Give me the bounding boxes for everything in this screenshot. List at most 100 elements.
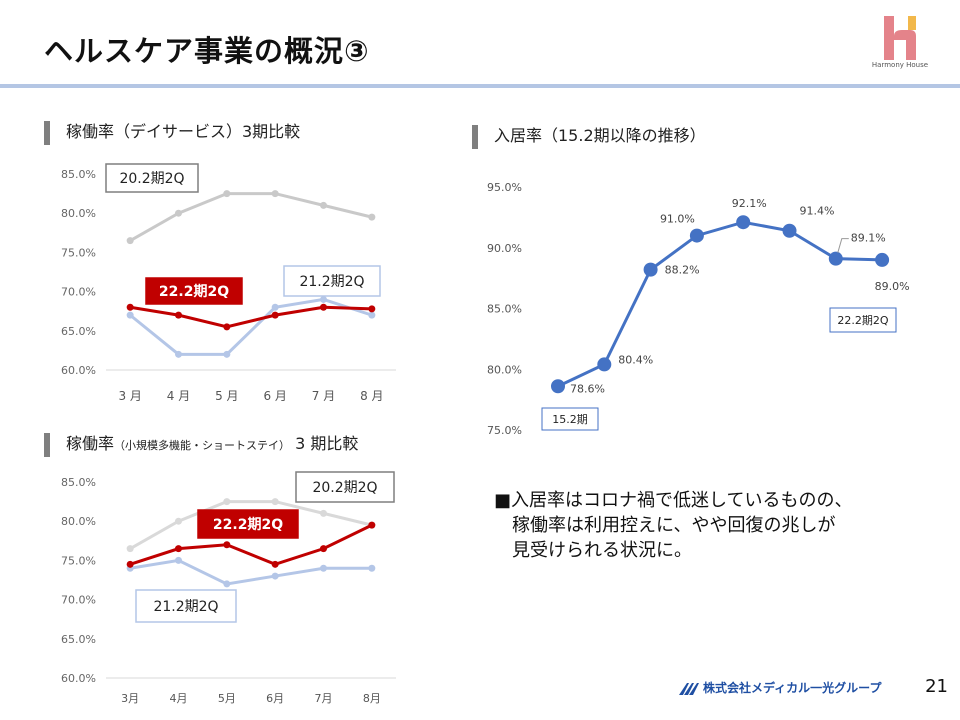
data-point (736, 215, 751, 230)
data-point (320, 295, 327, 303)
data-point (271, 498, 279, 506)
series-line (557, 220, 883, 388)
data-point (175, 545, 182, 553)
day-service-occupancy-chart: 85.0% 80.0% 75.0% 70.0% 65.0% 60.0% 3 月 4 月 5 月 6… (61, 163, 396, 403)
data-label-leader (837, 238, 849, 253)
x-tick-label: 8 月 (360, 389, 383, 403)
y-tick-label: 60.0% (61, 672, 96, 685)
y-tick-label: 75.0% (61, 246, 96, 259)
data-point (320, 303, 327, 311)
y-tick-label: 65.0% (61, 325, 96, 338)
x-tick-label: 6月 (266, 692, 284, 705)
logo-text: Harmony House (871, 61, 929, 69)
bullet-marker: ■ (494, 490, 512, 511)
data-point (223, 541, 231, 549)
data-point (368, 213, 376, 221)
chart1-section-title: 稼働率（デイサービス）3期比較 (44, 118, 300, 145)
data-label: 88.2% (665, 264, 700, 277)
data-point (368, 311, 376, 319)
data-label: 78.6% (570, 382, 605, 395)
chart3-title: 入居率（15.2期以降の推移） (494, 126, 706, 145)
series-line (129, 500, 373, 550)
series-line (129, 192, 373, 242)
data-label: 91.4% (800, 205, 835, 218)
series-label: 22.2期2Q (213, 517, 283, 533)
series-line (129, 305, 372, 329)
callout-label: 15.2期 (552, 413, 588, 426)
summary-line-3: 見受けられる状況に。 (512, 540, 692, 561)
y-tick-label: 65.0% (61, 633, 96, 646)
data-point (368, 564, 376, 572)
data-point (175, 517, 182, 525)
data-point (643, 262, 658, 277)
series-label-box (283, 265, 381, 297)
y-tick-label: 75.0% (487, 424, 522, 437)
data-point (175, 311, 182, 319)
data-point (782, 223, 797, 238)
data-point (271, 560, 279, 568)
data-point (368, 305, 376, 313)
summary-line-1: 入居率はコロナ禍で低迷しているものの、 (511, 490, 853, 511)
series-label-box (197, 509, 299, 539)
callout-box (541, 407, 599, 431)
data-point (320, 201, 327, 209)
y-tick-label: 85.0% (487, 303, 522, 316)
y-tick-label: 75.0% (61, 554, 96, 567)
small-multifunction-occupancy-chart: 85.0% 80.0% 75.0% 70.0% 65.0% 60.0% 3月 4月 5月 6月 7月… (61, 471, 396, 705)
x-tick-label: 4 月 (167, 389, 190, 403)
data-point (126, 545, 134, 553)
data-point (551, 379, 565, 394)
data-point (271, 190, 279, 198)
data-point (175, 209, 182, 217)
data-point (271, 303, 279, 311)
series-label-box (145, 277, 243, 305)
series-label-box (135, 589, 237, 623)
data-point (126, 311, 134, 319)
series-label-box (295, 471, 395, 503)
data-point (223, 323, 231, 331)
data-point (689, 228, 704, 243)
y-tick-label: 70.0% (61, 594, 96, 607)
company-footer: 株式会社メディカル一光グループ (679, 679, 881, 696)
data-point (175, 350, 182, 358)
data-point (126, 560, 134, 568)
data-point (223, 190, 231, 198)
chart2-section-title: 稼働率（小規模多機能・ショートステイ） 3 期比較 (44, 430, 358, 457)
data-point (126, 303, 134, 311)
y-tick-label: 80.0% (61, 515, 96, 528)
header-divider (0, 84, 960, 88)
series-line (129, 297, 373, 356)
page-title: ヘルスケア事業の概況③ (44, 34, 370, 68)
data-label: 89.1% (851, 232, 886, 245)
y-tick-label: 70.0% (61, 286, 96, 299)
series-label-box (105, 163, 199, 193)
data-point (875, 252, 890, 267)
y-tick-label: 90.0% (487, 242, 522, 255)
y-tick-label: 85.0% (61, 476, 96, 489)
move-in-rate-chart: 95.0% 90.0% 85.0% 80.0% 75.0% 78.6% 80.4% 88.2%… (487, 181, 910, 437)
series-line (129, 523, 373, 566)
data-point (597, 357, 612, 372)
series-label: 21.2期2Q (299, 274, 364, 290)
section-marker (44, 120, 50, 145)
chart2-title-tail: 3 期比較 (295, 434, 359, 453)
series-line (129, 558, 372, 586)
data-point (223, 498, 231, 506)
data-point (320, 564, 327, 572)
data-point (271, 572, 279, 580)
chart2-title-small: （小規模多機能・ショートステイ） (114, 439, 291, 452)
data-label: 80.4% (618, 353, 653, 366)
x-tick-label: 8月 (363, 692, 381, 705)
data-point (126, 237, 134, 245)
x-tick-label: 3 月 (118, 389, 141, 403)
summary-line-2: 稼働率は利用控えに、やや回復の兆しが (512, 515, 836, 536)
series-label: 20.2期2Q (119, 171, 184, 187)
data-point (368, 521, 376, 529)
callout-box (829, 307, 897, 333)
series-label: 20.2期2Q (312, 480, 377, 496)
y-tick-label: 60.0% (61, 364, 96, 377)
x-tick-label: 3月 (121, 692, 139, 705)
chart3-section-title: 入居率（15.2期以降の推移） (472, 122, 706, 149)
data-point (271, 311, 279, 319)
data-point (320, 509, 327, 517)
